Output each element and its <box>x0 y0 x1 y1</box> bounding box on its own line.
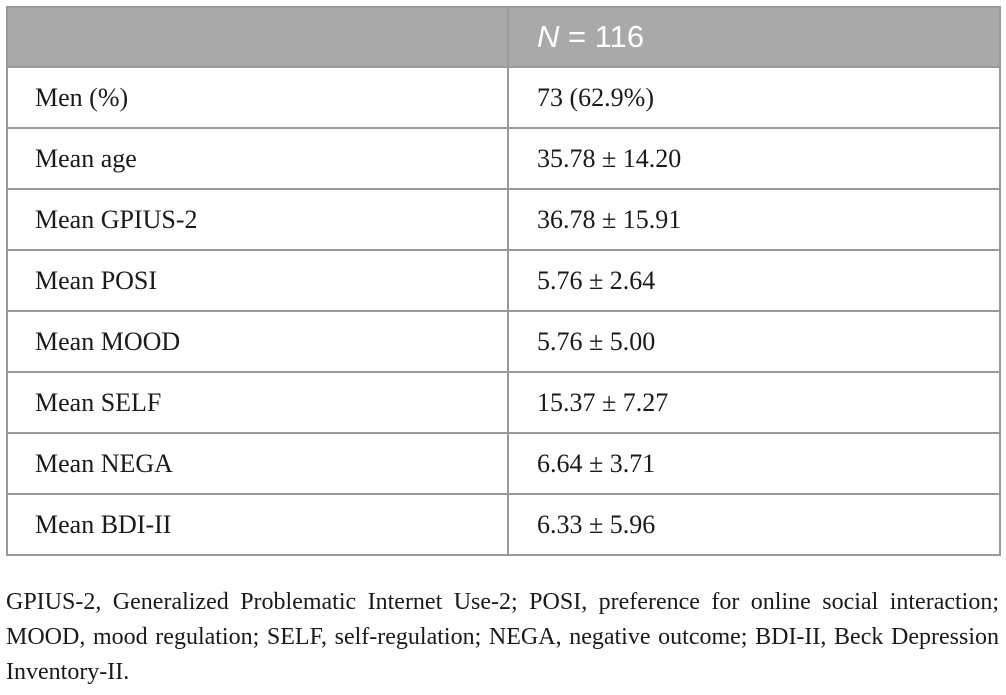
row-label-age: Mean age <box>6 127 509 190</box>
sample-size-symbol: N <box>537 19 560 54</box>
row-value-self: 15.37 ± 7.27 <box>507 371 1001 434</box>
table-row: Mean SELF 15.37 ± 7.27 <box>6 371 1001 434</box>
table-row: Mean NEGA 6.64 ± 3.71 <box>6 432 1001 495</box>
row-label-nega: Mean NEGA <box>6 432 509 495</box>
row-label-men: Men (%) <box>6 66 509 129</box>
table-row: Mean POSI 5.76 ± 2.64 <box>6 249 1001 312</box>
row-value-men: 73 (62.9%) <box>507 66 1001 129</box>
row-value-mood: 5.76 ± 5.00 <box>507 310 1001 373</box>
row-label-self: Mean SELF <box>6 371 509 434</box>
row-label-bdi2: Mean BDI-II <box>6 493 509 556</box>
header-empty-cell <box>6 6 509 68</box>
demographics-table: N = 116 Men (%) 73 (62.9%) Mean age 35.7… <box>6 6 1001 556</box>
table-row: Mean age 35.78 ± 14.20 <box>6 127 1001 190</box>
table-header-row: N = 116 <box>6 6 1001 68</box>
row-label-mood: Mean MOOD <box>6 310 509 373</box>
table-footnote: GPIUS-2, Generalized Problematic Interne… <box>6 589 999 685</box>
table-row: Mean BDI-II 6.33 ± 5.96 <box>6 493 1001 556</box>
row-value-gpius2: 36.78 ± 15.91 <box>507 188 1001 251</box>
table-row: Mean MOOD 5.76 ± 5.00 <box>6 310 1001 373</box>
sample-size-value: = 116 <box>559 19 645 54</box>
row-label-gpius2: Mean GPIUS-2 <box>6 188 509 251</box>
row-value-posi: 5.76 ± 2.64 <box>507 249 1001 312</box>
row-value-age: 35.78 ± 14.20 <box>507 127 1001 190</box>
row-value-nega: 6.64 ± 3.71 <box>507 432 1001 495</box>
header-sample-size: N = 116 <box>507 6 1001 68</box>
table-row: Men (%) 73 (62.9%) <box>6 66 1001 129</box>
row-value-bdi2: 6.33 ± 5.96 <box>507 493 1001 556</box>
row-label-posi: Mean POSI <box>6 249 509 312</box>
table-row: Mean GPIUS-2 36.78 ± 15.91 <box>6 188 1001 251</box>
